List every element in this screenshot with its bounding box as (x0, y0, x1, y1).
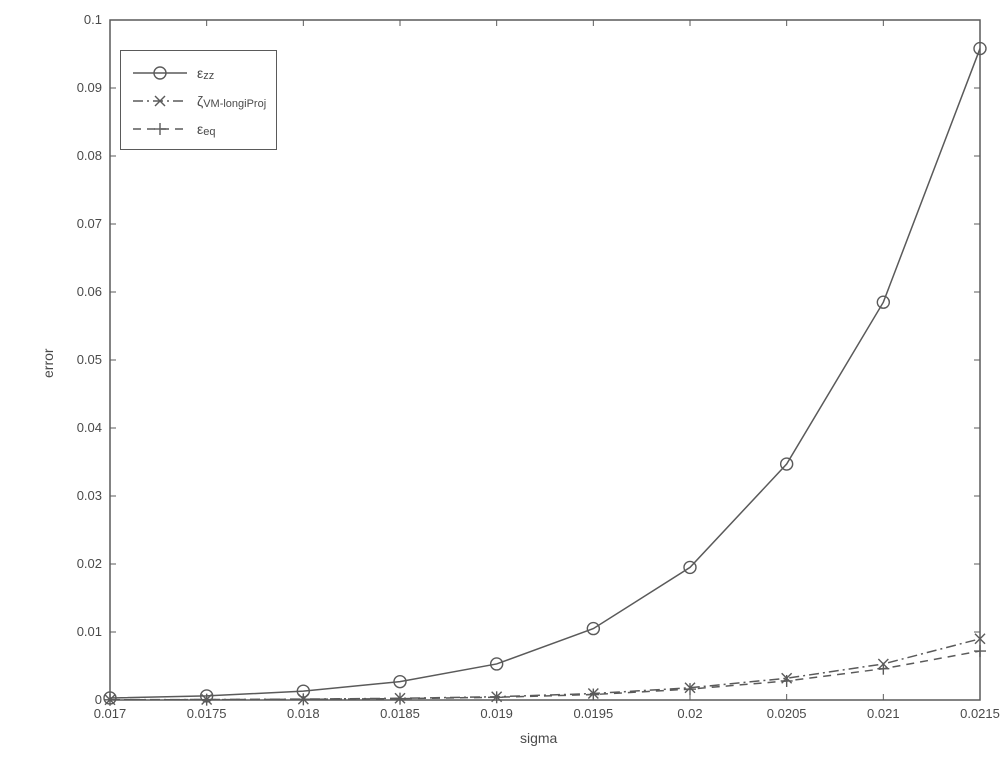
y-tick-label: 0.09 (77, 80, 102, 95)
x-tick-label: 0.0175 (182, 706, 232, 721)
y-tick-label: 0.07 (77, 216, 102, 231)
y-tick-label: 0.06 (77, 284, 102, 299)
x-tick-label: 0.018 (278, 706, 328, 721)
x-axis-label: sigma (520, 730, 557, 746)
x-tick-label: 0.021 (858, 706, 908, 721)
x-tick-label: 0.0195 (568, 706, 618, 721)
legend-item: εeq (131, 115, 266, 143)
y-tick-label: 0.05 (77, 352, 102, 367)
y-tick-label: 0.01 (77, 624, 102, 639)
x-tick-label: 0.02 (665, 706, 715, 721)
x-tick-label: 0.017 (85, 706, 135, 721)
legend: εzz ζVM-longiProj εeq (120, 50, 277, 150)
legend-label: εeq (197, 121, 216, 137)
y-tick-label: 0.04 (77, 420, 102, 435)
legend-swatch (131, 63, 189, 83)
y-tick-label: 0.02 (77, 556, 102, 571)
legend-swatch (131, 91, 189, 111)
y-axis-label: error (40, 348, 56, 378)
y-tick-label: 0.1 (84, 12, 102, 27)
y-tick-label: 0 (95, 692, 102, 707)
x-tick-label: 0.0185 (375, 706, 425, 721)
x-tick-label: 0.0215 (955, 706, 1000, 721)
y-tick-label: 0.03 (77, 488, 102, 503)
legend-label: εzz (197, 65, 214, 81)
x-tick-label: 0.019 (472, 706, 522, 721)
legend-item: εzz (131, 59, 266, 87)
y-tick-label: 0.08 (77, 148, 102, 163)
x-tick-label: 0.0205 (762, 706, 812, 721)
chart-container: 0.017 0.0175 0.018 0.0185 0.019 0.0195 0.02 0.0… (0, 0, 1000, 772)
legend-label: ζVM-longiProj (197, 93, 266, 109)
legend-item: ζVM-longiProj (131, 87, 266, 115)
legend-swatch (131, 119, 189, 139)
